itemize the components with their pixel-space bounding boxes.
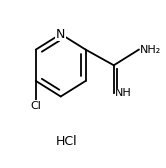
Text: NH₂: NH₂ [140,45,162,55]
Text: NH: NH [115,88,132,98]
Text: Cl: Cl [30,101,41,111]
Text: HCl: HCl [56,135,78,148]
Text: N: N [56,28,65,40]
